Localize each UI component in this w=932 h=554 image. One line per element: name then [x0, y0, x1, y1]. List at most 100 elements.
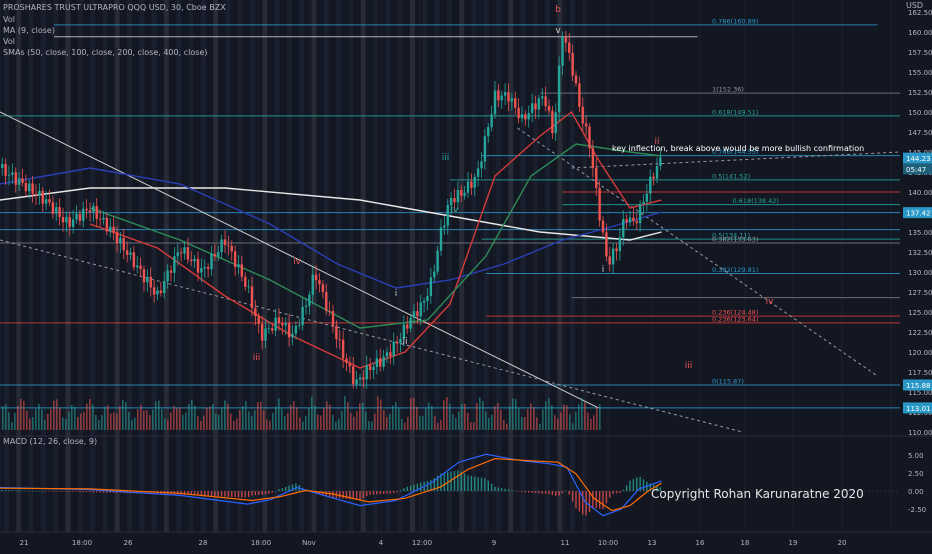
candle-body — [318, 280, 321, 285]
candle-body — [34, 193, 38, 196]
macd-hist-bar — [382, 491, 385, 494]
candle-body — [557, 65, 561, 113]
volume-bar — [41, 409, 43, 430]
candle-body — [213, 254, 217, 257]
candle-body — [503, 92, 507, 96]
volume-bar — [56, 399, 58, 430]
candle-body — [115, 232, 119, 244]
macd-hist-bar — [551, 491, 554, 495]
volume-bar — [224, 400, 226, 430]
y-tick-label: 150.00 — [908, 109, 932, 117]
macd-hist-bar — [220, 491, 223, 497]
candle-body — [190, 259, 193, 262]
volume-bar — [365, 411, 367, 430]
candle-body — [591, 148, 595, 168]
macd-hist-bar — [490, 483, 493, 492]
candle-body — [598, 187, 601, 221]
macd-hist-bar — [72, 491, 74, 492]
macd-hist-bar — [69, 491, 71, 492]
y-tick-label: 120.00 — [908, 349, 932, 357]
level-label: 0.236(123.64) — [712, 315, 758, 323]
macd-hist-bar — [534, 491, 537, 494]
volume-bar — [29, 418, 31, 430]
macd-hist-bar — [85, 491, 88, 493]
candle-body — [429, 277, 433, 297]
volume-bar — [425, 408, 427, 430]
candle-body — [105, 217, 109, 232]
session-stripe — [532, 0, 538, 532]
candle-body — [564, 36, 568, 43]
session-stripe — [545, 0, 551, 532]
volume-bar — [170, 412, 172, 430]
candle-body — [574, 75, 578, 84]
x-tick-label: 4 — [379, 539, 384, 547]
volume-bar — [296, 407, 298, 430]
macd-hist-bar — [227, 491, 230, 497]
macd-hist-bar — [659, 487, 662, 492]
candle-body — [203, 267, 206, 269]
macd-hist-bar — [548, 491, 550, 495]
macd-hist-bar — [598, 491, 601, 509]
macd-hist-bar — [656, 485, 658, 492]
price-tag — [903, 379, 932, 391]
session-stripe — [483, 0, 489, 532]
candle-body — [635, 221, 638, 224]
candle-body — [125, 250, 129, 255]
candle-body — [449, 197, 453, 205]
macd-hist-bar — [281, 488, 284, 492]
macd-hist-bar — [544, 491, 547, 494]
volume-bar — [179, 407, 181, 430]
volume-bar — [197, 416, 199, 430]
candle-body — [399, 338, 402, 344]
volume-bar — [494, 406, 496, 430]
volume-bar — [587, 412, 589, 430]
y-tick-label: 132.50 — [908, 249, 932, 257]
macd-hist-bar — [376, 491, 378, 495]
volume-bar — [311, 396, 313, 430]
candle-body — [139, 265, 142, 270]
candle-body — [28, 183, 31, 192]
volume-bar — [542, 409, 544, 430]
y-tick-label: 110.00 — [908, 429, 932, 437]
candle-body — [65, 217, 68, 223]
volume-bar — [209, 406, 211, 430]
volume-bar — [140, 405, 142, 430]
volume-bar — [578, 403, 580, 430]
volume-bar — [131, 419, 133, 430]
y-tick-label: 147.50 — [908, 129, 932, 137]
trendline — [0, 111, 599, 409]
volume-bar — [272, 413, 274, 430]
volume-bar — [5, 404, 7, 430]
macd-hist-bar — [55, 491, 57, 492]
macd-hist-bar — [183, 491, 186, 495]
macd-hist-bar — [52, 491, 54, 492]
level-label: 0.382(129.81) — [712, 266, 758, 274]
macd-hist-bar — [558, 491, 560, 496]
macd-hist-bar — [592, 491, 594, 509]
volume-bar — [374, 413, 376, 430]
candle-body — [7, 174, 11, 176]
macd-hist-bar — [612, 491, 614, 494]
macd-hist-bar — [578, 491, 581, 512]
candle-body — [257, 316, 260, 324]
candle-body — [392, 341, 395, 356]
volume-bar — [20, 398, 22, 430]
macd-hist-bar — [241, 491, 243, 498]
volume-bar — [359, 403, 361, 430]
macd-hist-bar — [571, 491, 574, 502]
macd-hist-bar — [528, 491, 530, 493]
macd-hist-bar — [278, 489, 280, 492]
session-stripe — [336, 0, 342, 532]
macd-hist-bar — [541, 491, 543, 494]
macd-hist-bar — [339, 491, 341, 499]
candle-body — [490, 114, 493, 128]
candle-body — [308, 294, 311, 306]
volume-bar — [380, 399, 382, 430]
macd-hist-bar — [514, 490, 516, 492]
candle-body — [230, 245, 233, 252]
volume-bar — [551, 405, 553, 430]
session-stripe — [323, 0, 329, 532]
volume-bar — [449, 403, 451, 430]
